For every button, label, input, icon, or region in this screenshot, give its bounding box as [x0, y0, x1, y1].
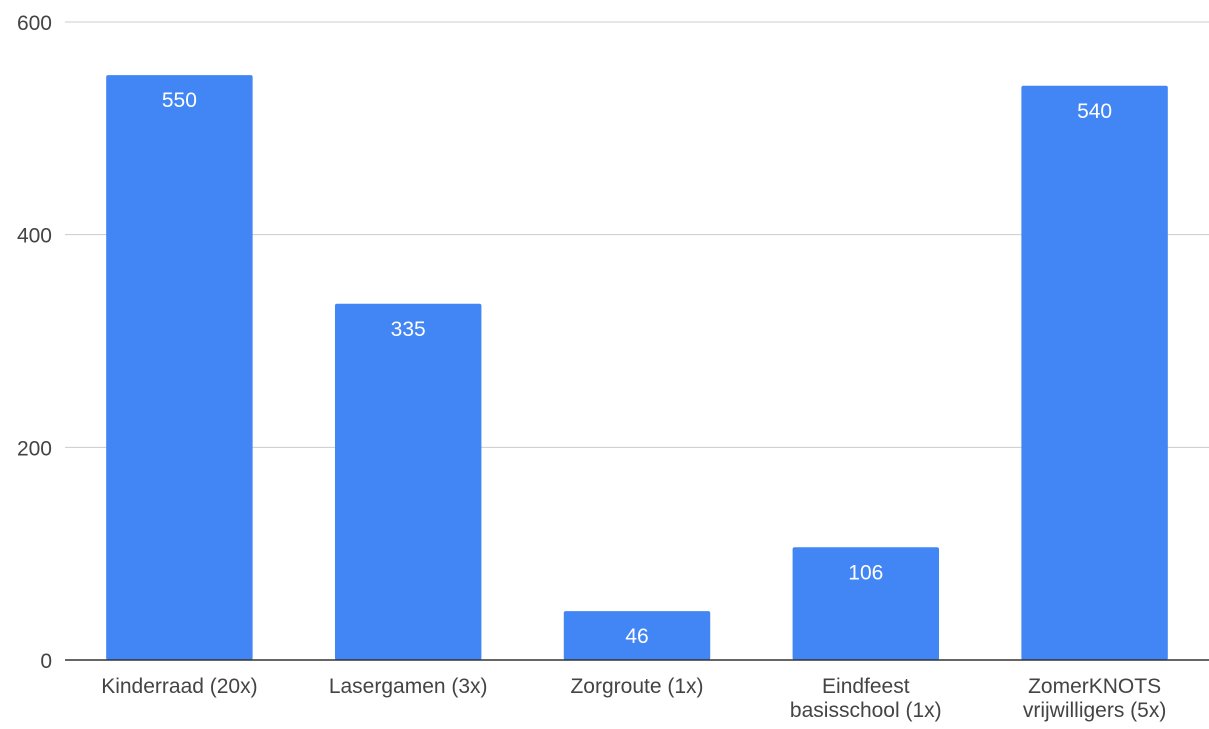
x-category-label: Zorgroute (1x)	[570, 675, 703, 698]
data-label: 550	[162, 89, 197, 112]
y-tick-label: 0	[40, 650, 52, 673]
data-label: 106	[848, 561, 883, 584]
x-category-label: Lasergamen (3x)	[329, 675, 488, 698]
bar	[563, 611, 711, 660]
x-category-label: Kinderraad (20x)	[101, 675, 257, 698]
data-label: 540	[1077, 100, 1112, 123]
y-tick-label: 400	[17, 225, 52, 248]
bar	[334, 303, 482, 660]
x-category-label: vrijwilligers (5x)	[1023, 699, 1167, 722]
x-category-label: basisschool (1x)	[790, 699, 942, 722]
bar	[106, 75, 253, 660]
y-tick-label: 600	[17, 12, 52, 35]
data-label: 46	[625, 625, 648, 648]
bar	[792, 547, 940, 660]
labels: 0 200 400 600 550 Kinderraad (20x) 335 Lasergam…	[17, 12, 1166, 722]
bar	[1021, 85, 1168, 661]
y-tick-label: 200	[17, 437, 52, 460]
x-category-label: ZomerKNOTS	[1028, 675, 1161, 698]
bars	[106, 75, 1168, 661]
gridlines	[65, 21, 1209, 448]
data-label: 335	[391, 318, 426, 341]
x-category-label: Eindfeest	[822, 675, 910, 698]
